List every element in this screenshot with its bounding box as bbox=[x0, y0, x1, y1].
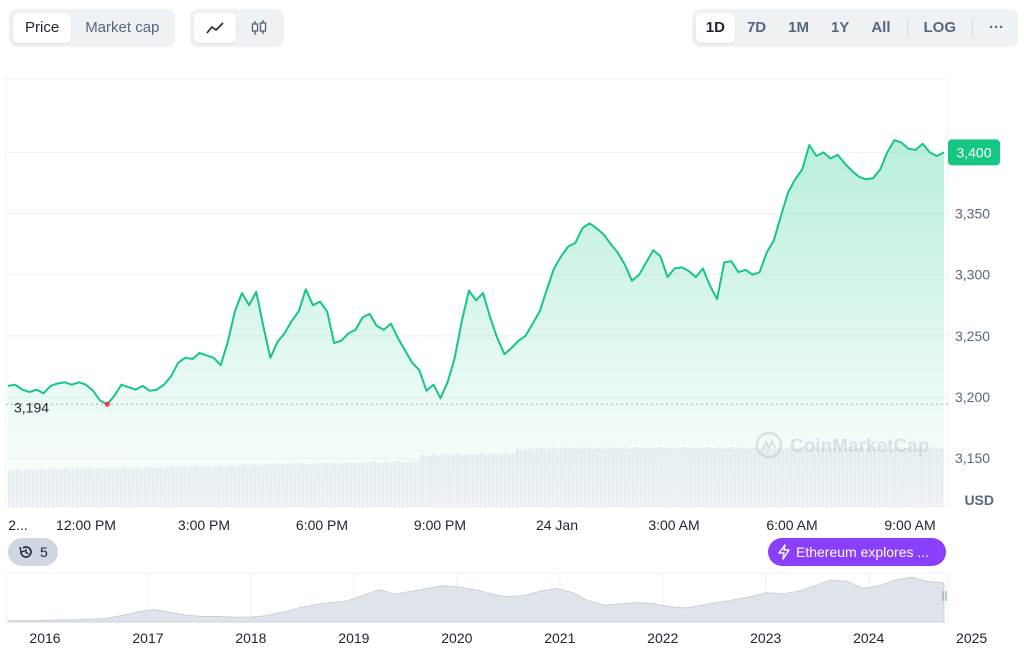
x-tick-label: 12:00 PM bbox=[56, 517, 116, 533]
events-count: 5 bbox=[40, 544, 48, 560]
overview-year-label: 2021 bbox=[544, 630, 575, 646]
news-badge[interactable]: Ethereum explores ... bbox=[768, 538, 946, 566]
overview-year-label: 2016 bbox=[29, 630, 60, 646]
low-point-marker bbox=[104, 401, 110, 407]
price-tab[interactable]: Price bbox=[13, 13, 72, 43]
news-badge-label: Ethereum explores ... bbox=[796, 544, 930, 560]
events-badge[interactable]: 5 bbox=[8, 538, 58, 566]
x-tick-label: 3:00 PM bbox=[178, 517, 230, 533]
candlestick-icon bbox=[251, 20, 267, 35]
overview-year-label: 2018 bbox=[235, 630, 266, 646]
price-area-fill bbox=[8, 140, 944, 507]
log-scale-button[interactable]: LOG bbox=[923, 19, 957, 36]
x-tick-label: 6:00 PM bbox=[296, 517, 348, 533]
range-1d-button[interactable]: 1D bbox=[695, 13, 735, 43]
x-tick-label: 9:00 PM bbox=[414, 517, 466, 533]
lightning-icon bbox=[778, 544, 790, 560]
overview-year-label: 2024 bbox=[853, 630, 884, 646]
y-tick-label: 3,250 bbox=[955, 328, 990, 344]
range-handle-icon[interactable] bbox=[942, 591, 947, 601]
more-options-button[interactable]: ··· bbox=[989, 19, 1004, 36]
watermark: CoinMarketCap bbox=[755, 431, 929, 459]
x-tick-label: 6:00 AM bbox=[766, 517, 817, 533]
current-price-badge bbox=[948, 139, 1000, 166]
x-tick-label: 9:00 AM bbox=[884, 517, 935, 533]
line-chart-button[interactable] bbox=[194, 13, 236, 43]
overview-year-label: 2019 bbox=[338, 630, 369, 646]
x-tick-label: 24 Jan bbox=[536, 517, 578, 533]
overview-year-label: 2022 bbox=[647, 630, 678, 646]
range-1m-button[interactable]: 1M bbox=[788, 19, 809, 36]
currency-label: USD bbox=[964, 492, 994, 508]
history-icon bbox=[19, 546, 32, 558]
market-cap-tab[interactable]: Market cap bbox=[85, 19, 160, 36]
chart-type-toggle bbox=[190, 9, 284, 47]
toolbar-divider bbox=[906, 19, 908, 37]
current-price-label: 3,400 bbox=[956, 144, 991, 160]
range-all-button[interactable]: All bbox=[871, 19, 891, 36]
overview-year-label: 2020 bbox=[441, 630, 472, 646]
coinmarketcap-logo-icon bbox=[755, 431, 783, 459]
candlestick-button[interactable] bbox=[238, 13, 280, 43]
toolbar-divider bbox=[972, 19, 973, 37]
range-7d-button[interactable]: 7D bbox=[746, 19, 767, 36]
y-tick-label: 3,150 bbox=[955, 450, 990, 466]
overview-year-label: 2017 bbox=[132, 630, 163, 646]
watermark-text: CoinMarketCap bbox=[790, 436, 929, 457]
metric-toggle: Price Market cap bbox=[9, 9, 176, 47]
x-tick-label: 2... bbox=[8, 517, 27, 533]
price-line bbox=[7, 139, 945, 406]
line-chart-icon bbox=[206, 22, 224, 34]
reference-price-label: 3,194 bbox=[14, 399, 49, 415]
overview-area bbox=[7, 576, 945, 623]
overview-year-label: 2023 bbox=[750, 630, 781, 646]
x-tick-label: 3:00 AM bbox=[648, 517, 699, 533]
y-tick-label: 3,200 bbox=[955, 389, 990, 405]
y-tick-label: 3,300 bbox=[955, 267, 990, 283]
range-toggle: 1D 7D 1M 1Y All LOG ··· bbox=[691, 9, 1018, 47]
range-1y-button[interactable]: 1Y bbox=[830, 19, 850, 36]
y-tick-label: 3,350 bbox=[955, 206, 990, 222]
overview-year-label: 2025 bbox=[956, 630, 987, 646]
